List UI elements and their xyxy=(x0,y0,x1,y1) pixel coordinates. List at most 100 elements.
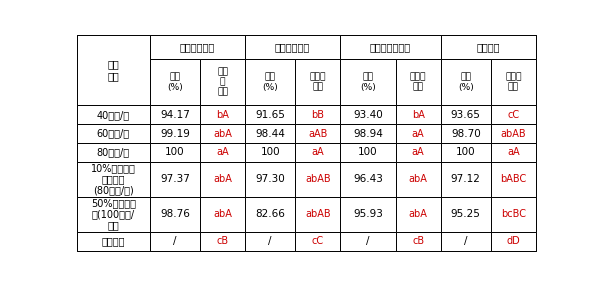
Bar xyxy=(396,143,441,162)
Bar xyxy=(340,35,396,59)
Bar xyxy=(77,105,150,124)
Text: 反枝苋密度防效: 反枝苋密度防效 xyxy=(370,42,411,52)
Bar xyxy=(200,105,245,124)
Bar xyxy=(396,197,441,232)
Bar xyxy=(441,197,491,232)
Text: aA: aA xyxy=(507,147,520,157)
Bar xyxy=(340,232,396,251)
Bar xyxy=(245,232,295,251)
Bar xyxy=(396,232,441,251)
Bar xyxy=(295,105,340,124)
Bar xyxy=(200,232,245,251)
Bar xyxy=(77,232,150,251)
Bar xyxy=(441,105,491,124)
Bar xyxy=(245,59,295,105)
Bar xyxy=(200,143,245,162)
Bar xyxy=(295,124,340,143)
Bar xyxy=(150,35,245,59)
Text: 94.17: 94.17 xyxy=(160,110,190,120)
Bar xyxy=(340,232,396,251)
Text: bABC: bABC xyxy=(501,174,527,185)
Text: 98.94: 98.94 xyxy=(353,128,383,139)
Text: 97.12: 97.12 xyxy=(451,174,481,185)
Bar xyxy=(441,124,491,143)
Bar xyxy=(200,197,245,232)
Text: 差异显
著性: 差异显 著性 xyxy=(410,73,426,92)
Bar xyxy=(77,59,150,105)
Text: aA: aA xyxy=(312,147,324,157)
Bar xyxy=(245,105,295,124)
Text: abAB: abAB xyxy=(501,128,526,139)
Bar xyxy=(396,162,441,197)
Text: 98.70: 98.70 xyxy=(451,128,481,139)
Text: 60毫升/亩: 60毫升/亩 xyxy=(97,128,130,139)
Bar xyxy=(150,105,200,124)
Bar xyxy=(441,35,491,59)
Bar xyxy=(491,197,536,232)
Bar xyxy=(200,232,245,251)
Text: 清水对照: 清水对照 xyxy=(102,236,125,246)
Bar xyxy=(295,124,340,143)
Bar xyxy=(340,162,396,197)
Bar xyxy=(245,143,295,162)
Bar xyxy=(245,35,340,59)
Text: 80毫升/亩: 80毫升/亩 xyxy=(97,147,130,157)
Bar xyxy=(491,232,536,251)
Bar xyxy=(340,143,396,162)
Bar xyxy=(200,162,245,197)
Text: 98.44: 98.44 xyxy=(255,128,285,139)
Bar xyxy=(295,143,340,162)
Bar xyxy=(491,124,536,143)
Text: 50%乙草胺乳
油(100毫升/
亩）: 50%乙草胺乳 油(100毫升/ 亩） xyxy=(91,198,136,231)
Bar xyxy=(340,124,396,143)
Text: bcBC: bcBC xyxy=(501,209,526,219)
Text: 100: 100 xyxy=(358,147,378,157)
Text: 99.19: 99.19 xyxy=(160,128,190,139)
Bar xyxy=(150,59,200,105)
Bar xyxy=(245,124,295,143)
Bar xyxy=(245,143,295,162)
Bar xyxy=(77,124,150,143)
Text: bB: bB xyxy=(312,110,324,120)
Bar xyxy=(396,197,441,232)
Bar xyxy=(340,124,396,143)
Text: 防效
(%): 防效 (%) xyxy=(167,73,183,92)
Bar xyxy=(150,162,200,197)
Bar xyxy=(491,59,536,105)
Bar xyxy=(441,124,491,143)
Bar xyxy=(150,232,200,251)
Bar xyxy=(396,162,441,197)
Bar xyxy=(245,59,295,105)
Text: /: / xyxy=(173,236,176,246)
Bar xyxy=(491,105,536,124)
Bar xyxy=(150,124,200,143)
Bar xyxy=(491,59,536,105)
Bar xyxy=(295,232,340,251)
Bar xyxy=(340,35,441,59)
Text: cB: cB xyxy=(412,236,424,246)
Bar xyxy=(441,232,491,251)
Text: /: / xyxy=(366,236,370,246)
Bar xyxy=(340,59,396,105)
Bar xyxy=(200,124,245,143)
Bar xyxy=(340,59,396,105)
Text: cC: cC xyxy=(312,236,324,246)
Text: 40毫升/亩: 40毫升/亩 xyxy=(97,110,130,120)
Bar xyxy=(150,124,200,143)
Bar xyxy=(77,35,150,105)
Bar xyxy=(340,197,396,232)
Bar xyxy=(295,105,340,124)
Bar xyxy=(340,143,396,162)
Text: 95.25: 95.25 xyxy=(451,209,481,219)
Bar xyxy=(295,59,340,105)
Bar xyxy=(491,197,536,232)
Bar xyxy=(396,59,441,105)
Bar xyxy=(245,232,295,251)
Bar xyxy=(396,124,441,143)
Bar xyxy=(340,197,396,232)
Bar xyxy=(150,105,200,124)
Bar xyxy=(150,59,200,105)
Bar xyxy=(295,197,340,232)
Text: 差异
显
著性: 差异 显 著性 xyxy=(217,68,228,97)
Text: aAB: aAB xyxy=(308,128,328,139)
